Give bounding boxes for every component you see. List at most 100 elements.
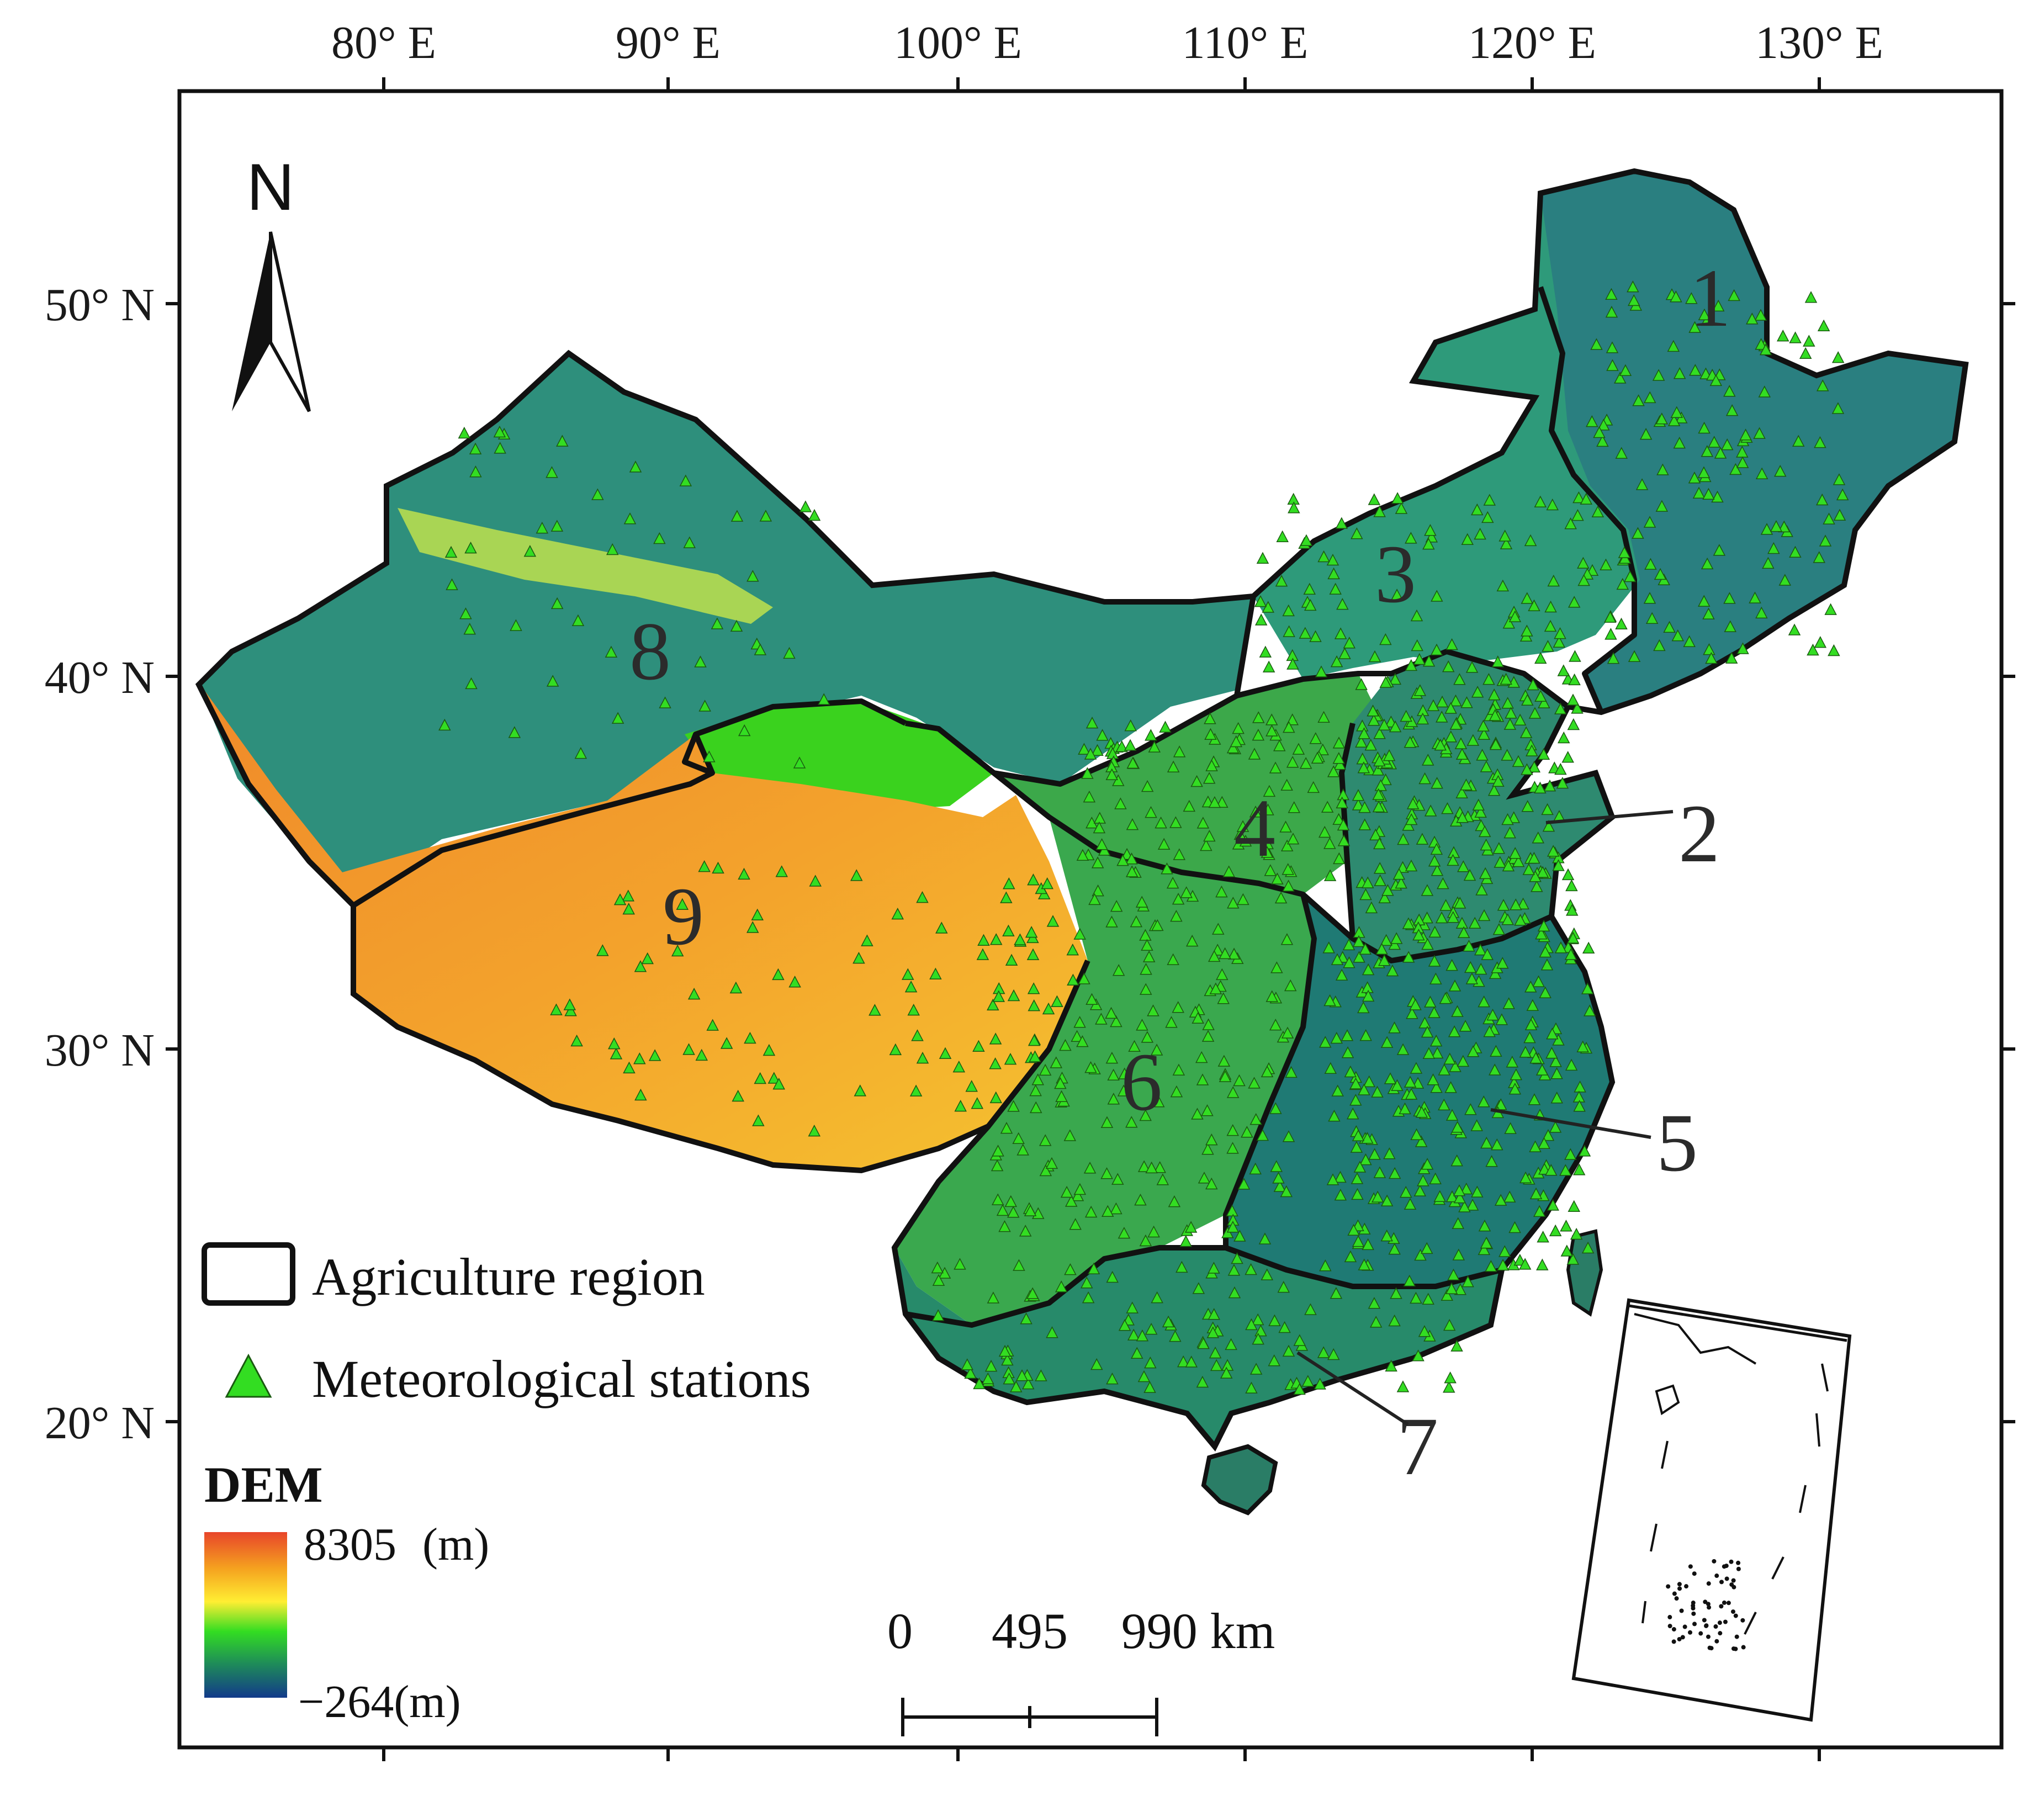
station-marker bbox=[1373, 837, 1386, 850]
station-marker bbox=[494, 442, 506, 454]
station-marker bbox=[939, 1047, 952, 1059]
station-marker bbox=[1283, 720, 1295, 733]
station-marker bbox=[738, 867, 750, 880]
station-marker bbox=[596, 944, 609, 956]
station-marker bbox=[1836, 488, 1849, 501]
map-frame bbox=[177, 89, 2004, 1750]
station-marker bbox=[1431, 590, 1443, 602]
station-marker bbox=[1429, 1035, 1443, 1047]
station-marker bbox=[1655, 412, 1669, 425]
station-marker bbox=[1544, 619, 1557, 632]
station-marker bbox=[1814, 436, 1826, 448]
inset-island-dot bbox=[1706, 1581, 1711, 1586]
station-marker bbox=[1683, 635, 1696, 648]
station-marker bbox=[1292, 743, 1305, 755]
station-marker bbox=[1227, 897, 1240, 909]
station-marker bbox=[1586, 415, 1598, 427]
station-marker bbox=[1476, 749, 1489, 761]
station-marker bbox=[459, 607, 472, 619]
station-marker bbox=[1014, 933, 1026, 945]
station-marker bbox=[1092, 884, 1104, 897]
inset-island-dot bbox=[1702, 1618, 1707, 1623]
station-marker bbox=[1736, 456, 1749, 468]
station-marker bbox=[1816, 493, 1829, 506]
station-marker bbox=[1452, 1248, 1465, 1260]
station-marker bbox=[1331, 953, 1344, 965]
station-marker bbox=[754, 643, 767, 655]
station-marker bbox=[1778, 574, 1792, 586]
station-marker bbox=[1021, 1378, 1035, 1390]
station-marker bbox=[1233, 828, 1247, 840]
station-marker bbox=[1465, 661, 1479, 673]
station-marker bbox=[1226, 1142, 1239, 1154]
station-marker bbox=[1714, 447, 1727, 459]
station-marker bbox=[1616, 578, 1629, 590]
station-marker bbox=[1431, 777, 1443, 789]
station-marker bbox=[1655, 500, 1669, 512]
station-marker bbox=[817, 693, 830, 705]
station-marker bbox=[1644, 391, 1656, 404]
station-marker bbox=[1084, 1061, 1097, 1073]
station-marker bbox=[852, 952, 865, 964]
station-marker bbox=[1508, 610, 1522, 622]
inset-island-dot bbox=[1729, 1559, 1734, 1564]
station-marker bbox=[1807, 643, 1819, 656]
station-marker bbox=[1145, 806, 1157, 818]
lon-label-130: 130° E bbox=[1755, 17, 1883, 68]
station-marker bbox=[1404, 736, 1417, 748]
station-marker bbox=[1421, 1158, 1434, 1170]
station-marker bbox=[1227, 947, 1241, 960]
station-marker bbox=[1645, 612, 1659, 624]
station-marker bbox=[1150, 1043, 1163, 1056]
station-marker bbox=[996, 1204, 1009, 1216]
station-marker bbox=[1670, 406, 1683, 418]
station-marker bbox=[1126, 865, 1139, 877]
station-marker bbox=[1581, 982, 1594, 994]
station-marker bbox=[1126, 1301, 1139, 1313]
station-marker bbox=[1346, 1107, 1359, 1120]
station-marker bbox=[1303, 582, 1316, 595]
station-marker bbox=[1332, 752, 1346, 764]
station-marker bbox=[1554, 627, 1566, 639]
station-marker bbox=[1341, 1046, 1354, 1058]
region-label-2: 2 bbox=[1678, 788, 1720, 880]
station-marker bbox=[1073, 1016, 1086, 1028]
station-marker bbox=[1319, 1036, 1332, 1048]
station-marker bbox=[762, 1043, 776, 1056]
station-marker bbox=[1391, 1079, 1404, 1092]
station-marker bbox=[1478, 1243, 1491, 1255]
station-marker bbox=[1358, 818, 1371, 830]
station-marker bbox=[1039, 1063, 1052, 1076]
inset-island-dot bbox=[1714, 1574, 1719, 1578]
station-marker bbox=[1344, 1065, 1357, 1078]
station-marker bbox=[1481, 948, 1494, 960]
station-marker bbox=[1474, 943, 1487, 956]
inset-island-dot bbox=[1707, 1605, 1712, 1610]
station-marker bbox=[1131, 1347, 1143, 1359]
station-marker bbox=[1583, 1004, 1596, 1016]
station-marker bbox=[1817, 319, 1830, 332]
station-marker bbox=[1519, 1046, 1532, 1058]
station-marker bbox=[1263, 785, 1276, 797]
station-marker bbox=[1095, 838, 1108, 850]
station-marker bbox=[1606, 359, 1619, 371]
station-marker bbox=[1508, 847, 1522, 859]
station-marker bbox=[1369, 1316, 1383, 1328]
station-marker bbox=[1431, 1046, 1444, 1059]
station-marker bbox=[1125, 1116, 1138, 1128]
region-8-area bbox=[199, 353, 1253, 894]
station-marker bbox=[1643, 592, 1656, 604]
station-marker bbox=[1261, 1065, 1274, 1078]
station-marker bbox=[989, 1032, 1002, 1045]
station-marker bbox=[1331, 1084, 1344, 1096]
station-marker bbox=[1373, 727, 1386, 739]
station-marker bbox=[1430, 843, 1443, 855]
station-marker bbox=[1533, 1205, 1546, 1217]
station-marker bbox=[1031, 1073, 1045, 1085]
station-marker bbox=[1405, 532, 1417, 544]
station-marker bbox=[634, 960, 647, 972]
station-marker bbox=[1206, 1326, 1220, 1338]
station-marker bbox=[1045, 1157, 1058, 1169]
station-marker bbox=[1355, 678, 1368, 690]
station-marker bbox=[1500, 672, 1512, 685]
